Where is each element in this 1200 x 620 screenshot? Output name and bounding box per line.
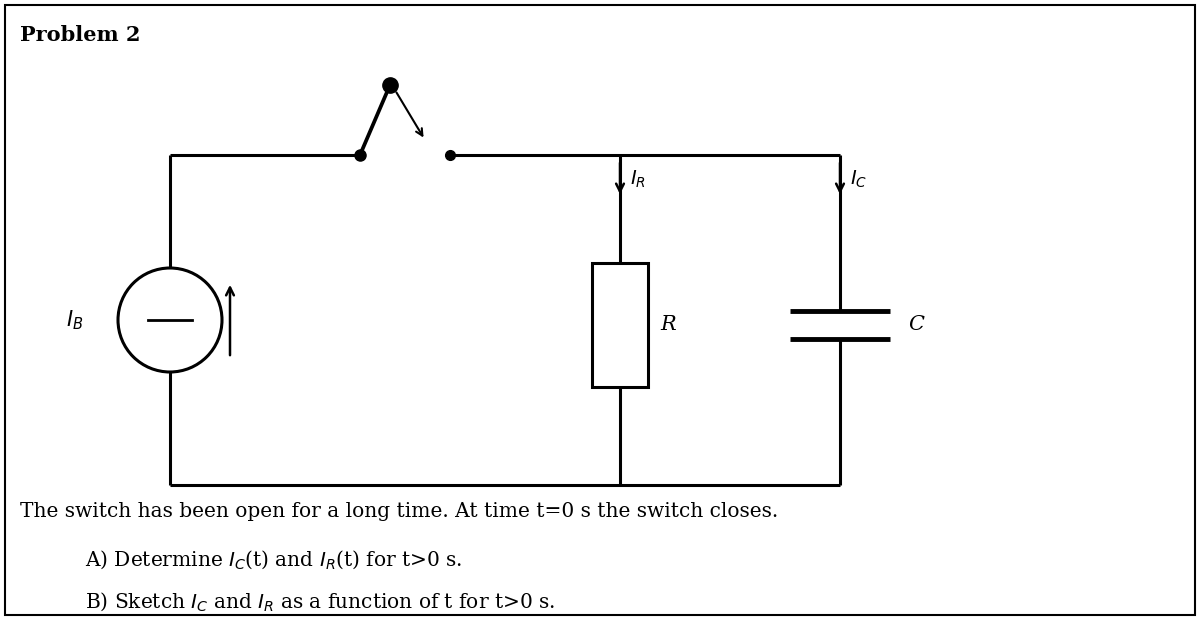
Bar: [592, 263, 648, 387]
Text: A) Determine $I_C$(t) and $I_R$(t) for t>0 s.: A) Determine $I_C$(t) and $I_R$(t) for t…: [85, 548, 462, 570]
Text: C: C: [908, 316, 924, 335]
Text: The switch has been open for a long time. At time t=0 s the switch closes.: The switch has been open for a long time…: [20, 502, 779, 521]
Text: $I_R$: $I_R$: [630, 169, 646, 190]
Text: Problem 2: Problem 2: [20, 25, 140, 45]
Text: $I_B$: $I_B$: [66, 308, 83, 332]
Text: B) Sketch $I_C$ and $I_R$ as a function of t for t>0 s.: B) Sketch $I_C$ and $I_R$ as a function …: [85, 590, 556, 613]
Text: R: R: [660, 316, 676, 335]
Text: $I_C$: $I_C$: [850, 169, 868, 190]
